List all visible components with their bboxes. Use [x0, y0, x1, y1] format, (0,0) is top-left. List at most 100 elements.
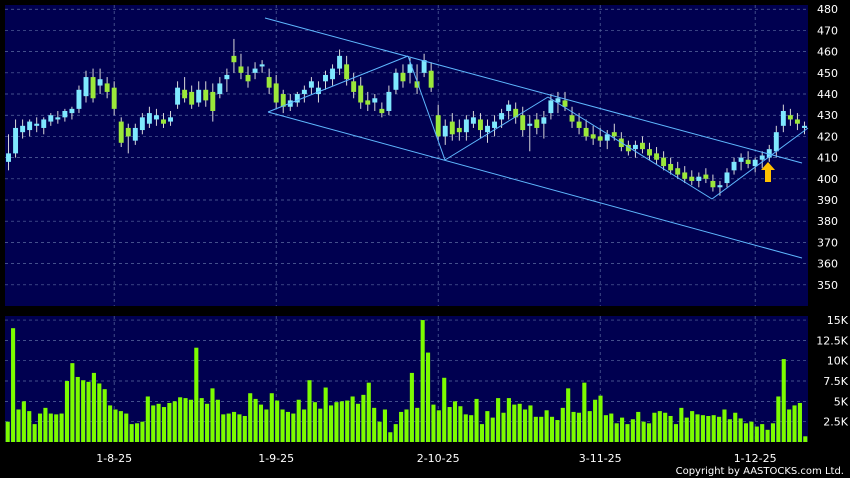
- volume-bar: [393, 424, 398, 442]
- candle-body: [682, 172, 688, 179]
- candle: [632, 140, 638, 158]
- volume-bars: [5, 320, 808, 442]
- candle-body: [527, 123, 533, 126]
- price-tick-label: 400: [817, 173, 838, 186]
- candle: [48, 113, 54, 126]
- candle-body: [323, 74, 328, 82]
- candle-body: [365, 100, 371, 105]
- volume-bar: [485, 411, 490, 442]
- volume-bar: [727, 419, 732, 442]
- volume-bar: [221, 414, 226, 442]
- x-axis: 1-8-251-9-252-10-253-11-251-12-252-1-26: [96, 452, 776, 465]
- candle-body: [485, 125, 490, 133]
- volume-bar: [178, 397, 183, 442]
- volume-bar: [754, 426, 759, 442]
- candle-body: [548, 100, 554, 114]
- candle-body: [358, 85, 364, 103]
- volume-bar: [5, 421, 10, 442]
- candle: [794, 113, 800, 131]
- candle-body: [590, 134, 596, 139]
- volume-bar: [54, 414, 59, 442]
- candle-body: [576, 121, 582, 128]
- volume-bar: [21, 401, 26, 442]
- volume-bar: [700, 415, 705, 442]
- volume-bar: [372, 407, 377, 442]
- candle-body: [654, 153, 660, 160]
- volume-bar: [388, 432, 393, 442]
- candle: [463, 115, 469, 141]
- volume-bar: [226, 413, 231, 442]
- candle-body: [421, 60, 427, 73]
- candle-body: [583, 127, 589, 137]
- candle: [358, 77, 364, 109]
- candle-body: [280, 94, 286, 107]
- candle-body: [611, 132, 617, 137]
- volume-bar: [711, 415, 716, 442]
- candle: [266, 68, 272, 95]
- volume-bar: [129, 424, 134, 442]
- candle: [640, 136, 645, 154]
- candle-body: [182, 89, 188, 99]
- candle-body: [34, 123, 40, 126]
- candle: [513, 102, 519, 124]
- candle-body: [344, 64, 350, 80]
- candle-body: [55, 117, 61, 120]
- candle-body: [745, 159, 751, 164]
- candle: [280, 89, 286, 114]
- candle-body: [139, 117, 145, 131]
- candle-body: [168, 117, 173, 122]
- candle: [400, 64, 406, 88]
- candle-body: [463, 119, 469, 133]
- candle-body: [294, 94, 300, 103]
- candle-body: [555, 98, 561, 103]
- volume-bar: [161, 407, 167, 442]
- volume-bar: [436, 410, 441, 442]
- volume-bar: [382, 409, 387, 442]
- candle: [231, 38, 237, 73]
- volume-tick-label: 7.5K: [823, 375, 848, 388]
- candle-body: [48, 115, 54, 122]
- candle-body: [752, 159, 758, 167]
- volume-bar: [269, 393, 274, 442]
- trendline: [267, 111, 803, 259]
- candle: [97, 68, 103, 95]
- volume-bar: [48, 413, 53, 442]
- candle: [393, 68, 399, 95]
- candle: [146, 106, 152, 128]
- candle-body: [372, 98, 378, 103]
- volume-bar: [593, 399, 598, 442]
- candle-body: [717, 185, 723, 188]
- candle: [647, 142, 652, 160]
- volume-bar: [636, 411, 641, 442]
- volume-bar: [32, 424, 37, 442]
- volume-bar: [576, 412, 582, 442]
- volume-bar: [506, 398, 511, 442]
- volume-bar: [75, 376, 80, 442]
- candle: [428, 62, 434, 92]
- volume-bar: [743, 423, 749, 442]
- candle-body: [266, 77, 272, 88]
- candle-body: [97, 79, 103, 86]
- candle-body: [146, 113, 152, 124]
- candle-body: [259, 64, 265, 67]
- candle: [62, 108, 68, 122]
- candle-body: [315, 87, 321, 95]
- volume-bar: [415, 407, 420, 442]
- price-tick-label: 420: [817, 130, 838, 143]
- volume-bar: [533, 416, 538, 442]
- candle-body: [435, 115, 441, 137]
- volume-bar: [81, 380, 86, 442]
- candle: [506, 100, 512, 120]
- candle: [477, 113, 483, 139]
- candle: [6, 134, 11, 171]
- candle-body: [224, 74, 230, 80]
- trendline: [711, 127, 809, 200]
- volume-tick-label: 15K: [827, 314, 849, 327]
- volume-bar: [183, 398, 188, 442]
- volume-bar: [684, 417, 689, 442]
- candle: [689, 170, 695, 186]
- volume-bar: [323, 387, 328, 442]
- candle: [153, 108, 159, 126]
- candle-body: [661, 157, 667, 167]
